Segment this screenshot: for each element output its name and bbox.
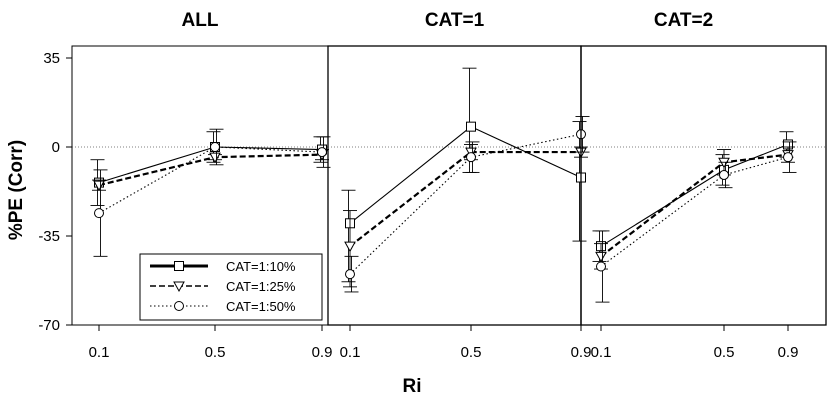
x-tick-label: 0.1 [89,344,110,361]
panel-titles: ALL CAT=1 CAT=2 [182,10,714,31]
square-marker [466,121,476,132]
series-line [600,143,789,247]
triangle-down-marker [344,241,356,253]
legend-square-marker [174,261,184,271]
circle-marker [94,208,104,219]
circle-marker [783,152,793,163]
circle-marker [317,147,327,158]
x-tick-label: 0.5 [714,344,735,361]
panel-title: CAT=1 [425,10,485,31]
panel-title: CAT=2 [654,10,713,31]
y-axis-label: %PE (Corr) [6,140,27,240]
triangle-down-marker [595,251,607,263]
legend-box [139,253,323,321]
x-tick-label: 0.5 [205,344,226,361]
circle-marker [596,261,606,272]
triangle-down-marker [209,152,221,164]
circle-marker [719,169,729,180]
series-line [600,153,789,258]
panel-frame [327,45,582,326]
axes: 350-35-700.1 0.5 0.9 0.1 0.5 0.9 0.1 0.5 0.9 [38,50,798,361]
x-tick-label: 0.5 [461,344,482,361]
panels [71,45,827,326]
circle-marker [466,152,476,163]
y-tick-label: 0 [52,139,60,156]
legend-circle-marker [174,301,184,311]
triangle-down-marker [93,180,105,192]
panel-title: ALL [182,10,219,31]
panel-frame [580,45,827,326]
series-line [98,146,323,214]
x-tick-label: 0.1 [591,344,612,361]
legend-label: CAT=1:25% [226,279,296,294]
circle-marker [345,269,355,280]
x-tick-label: 0.9 [571,344,592,361]
x-axis-label: Ri [403,376,422,397]
series-line [349,150,581,248]
legend-label: CAT=1:50% [226,299,296,314]
circle-marker [210,142,220,152]
legend: CAT=1:10% CAT=1:25% CAT=1:50% [139,253,323,321]
triangle-down-marker [718,157,730,169]
legend-triangle-marker [173,281,185,293]
y-tick-label: 35 [43,50,60,67]
x-tick-label: 0.9 [778,344,799,361]
x-tick-label: 0.1 [340,344,361,361]
y-tick-label: -35 [38,228,60,245]
y-tick-label: -70 [38,317,60,334]
x-tick-label: 0.9 [312,344,333,361]
series-line [98,153,323,187]
legend-label: CAT=1:10% [226,259,296,274]
series-line [600,156,789,267]
